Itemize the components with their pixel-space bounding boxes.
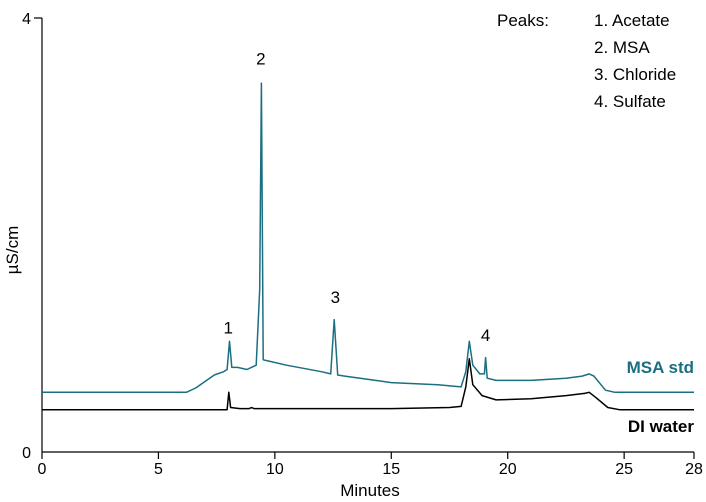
peak-label: 4 xyxy=(481,326,490,345)
series-lines xyxy=(42,82,694,411)
peak-label: 2 xyxy=(256,49,265,68)
legend-item-sulfate: 4. Sulfate xyxy=(594,92,666,111)
x-ticks: 0 5 10 15 20 25 28 xyxy=(38,452,703,478)
x-tick-label: 10 xyxy=(266,461,284,478)
peaks-legend: Peaks: 1. Acetate 2. MSA 3. Chloride 4. … xyxy=(497,11,676,111)
y-tick-label: 0 xyxy=(22,445,31,462)
legend-item-msa: 2. MSA xyxy=(594,38,650,57)
peak-label: 3 xyxy=(331,288,340,307)
axes xyxy=(34,17,694,453)
y-axis-title: µS/cm xyxy=(3,226,22,275)
legend-title: Peaks: xyxy=(497,11,549,30)
x-tick-label: 28 xyxy=(685,461,703,478)
series-label-di-water: DI water xyxy=(628,417,695,436)
y-ticks: 04 xyxy=(22,11,31,462)
x-tick-label: 20 xyxy=(499,461,517,478)
legend-item-chloride: 3. Chloride xyxy=(594,65,676,84)
y-tick-label: 4 xyxy=(22,11,31,28)
series-line-di-water xyxy=(42,357,694,411)
peak-labels: 1 2 3 4 xyxy=(224,49,491,345)
x-tick-label: 25 xyxy=(615,461,633,478)
x-tick-label: 5 xyxy=(154,461,163,478)
series-label-msa-std: MSA std xyxy=(627,358,694,377)
x-tick-label: 0 xyxy=(38,461,47,478)
legend-item-acetate: 1. Acetate xyxy=(594,11,670,30)
x-tick-label: 15 xyxy=(382,461,400,478)
series-line-msa-std xyxy=(42,82,694,394)
peak-label: 1 xyxy=(224,318,233,337)
x-axis-title: Minutes xyxy=(340,481,400,500)
